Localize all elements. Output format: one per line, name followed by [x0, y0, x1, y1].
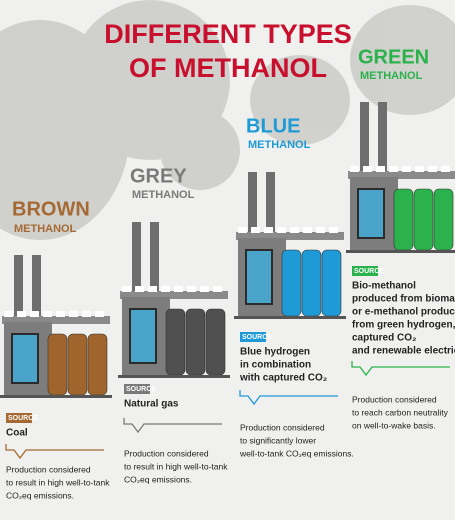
chimney [378, 102, 387, 177]
title-line: DIFFERENT TYPES [104, 19, 352, 49]
roof-block [251, 227, 260, 233]
roof-block [135, 286, 144, 292]
roof-block [213, 286, 222, 292]
tank [282, 250, 301, 316]
roof-block [303, 227, 312, 233]
type-name: GREEN [358, 46, 429, 68]
roof-block [329, 227, 338, 233]
roof-block [376, 166, 385, 172]
source-label: SOURCE [354, 268, 384, 275]
roof-block [30, 311, 39, 317]
roof-block [264, 227, 273, 233]
type-name: GREY [130, 165, 187, 187]
note-text: to reach carbon neutrality [352, 407, 449, 417]
source-label: SOURCE [126, 386, 156, 393]
roof-block [95, 311, 104, 317]
type-subtitle: METHANOL [132, 189, 195, 201]
source-text: from green hydrogen, [352, 320, 455, 331]
source-text: Bio-methanol [352, 281, 416, 292]
tank [434, 189, 453, 250]
note-text: on well-to-wake basis. [352, 420, 436, 430]
type-subtitle: METHANOL [14, 223, 77, 235]
note-text: CO₂eq emissions. [6, 490, 74, 500]
tank [414, 189, 433, 250]
roof-block [161, 286, 170, 292]
roof-block [69, 311, 78, 317]
note-text: to result in high well-to-tank [6, 477, 110, 487]
roof-block [350, 166, 359, 172]
source-text: produced from biomass [352, 294, 455, 305]
tank [394, 189, 413, 250]
roof-block [174, 286, 183, 292]
roof-block [43, 311, 52, 317]
source-text: with captured CO₂ [239, 373, 327, 384]
tank [166, 309, 185, 375]
window [246, 250, 272, 304]
roof-block [316, 227, 325, 233]
roof-block [187, 286, 196, 292]
roof-block [363, 166, 372, 172]
note-text: well-to-tank CO₂eq emissions. [239, 448, 354, 458]
tank [88, 334, 107, 395]
tank [206, 309, 225, 375]
note-text: Production considered [352, 394, 437, 404]
note-text: Production considered [6, 464, 91, 474]
roof-block [122, 286, 131, 292]
roof-block [428, 166, 437, 172]
window [12, 334, 38, 383]
tank [322, 250, 341, 316]
ground [118, 375, 230, 378]
roof-block [238, 227, 247, 233]
source-text: Natural gas [124, 399, 179, 410]
note-text: Production considered [124, 448, 209, 458]
roof-block [290, 227, 299, 233]
ground [234, 316, 346, 319]
window [130, 309, 156, 363]
roof-block [148, 286, 157, 292]
source-text: captured CO₂ [352, 333, 416, 344]
type-subtitle: METHANOL [248, 139, 311, 151]
chimney [360, 102, 369, 177]
source-text: and renewable electricity [352, 346, 455, 357]
tank [48, 334, 67, 395]
note-text: CO₂eq emissions. [124, 474, 192, 484]
roof-block [389, 166, 398, 172]
type-name: BROWN [12, 198, 90, 220]
window [358, 189, 384, 238]
type-name: BLUE [246, 115, 300, 137]
tank [68, 334, 87, 395]
tank [186, 309, 205, 375]
roof-block [402, 166, 411, 172]
roof-block [82, 311, 91, 317]
note-text: to result in high well-to-tank [124, 461, 228, 471]
source-label: SOURCE [242, 334, 272, 341]
infographic: DIFFERENT TYPES OF METHANOL BROWN METHANO… [0, 0, 455, 520]
source-text: in combination [240, 360, 311, 371]
roof-block [4, 311, 13, 317]
note-text: Production considered [240, 422, 325, 432]
source-label: SOURCE [8, 415, 38, 422]
roof-block [415, 166, 424, 172]
ground [346, 250, 455, 253]
note-text: to significantly lower [240, 435, 316, 445]
source-text: Blue hydrogen [240, 347, 310, 358]
roof-block [277, 227, 286, 233]
source-text: Coal [6, 428, 28, 439]
roof-block [200, 286, 209, 292]
roof-block [441, 166, 450, 172]
roof-block [56, 311, 65, 317]
title-line: OF METHANOL [129, 53, 327, 83]
ground [0, 395, 112, 398]
type-subtitle: METHANOL [360, 70, 423, 82]
chimney [132, 222, 141, 297]
chimney [150, 222, 159, 297]
tank [302, 250, 321, 316]
source-text: or e-methanol produced [352, 307, 455, 318]
roof-block [17, 311, 26, 317]
